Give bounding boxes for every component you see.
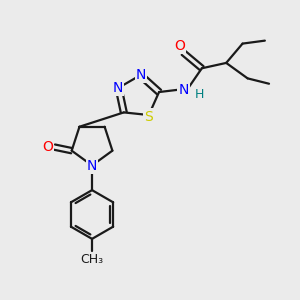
Text: O: O xyxy=(174,39,185,53)
Text: N: N xyxy=(136,68,146,82)
Text: CH₃: CH₃ xyxy=(80,253,104,266)
Text: N: N xyxy=(178,83,189,97)
Text: H: H xyxy=(195,88,205,100)
Text: N: N xyxy=(113,81,123,95)
Text: S: S xyxy=(144,110,153,124)
Text: O: O xyxy=(43,140,53,154)
Text: N: N xyxy=(87,159,97,173)
